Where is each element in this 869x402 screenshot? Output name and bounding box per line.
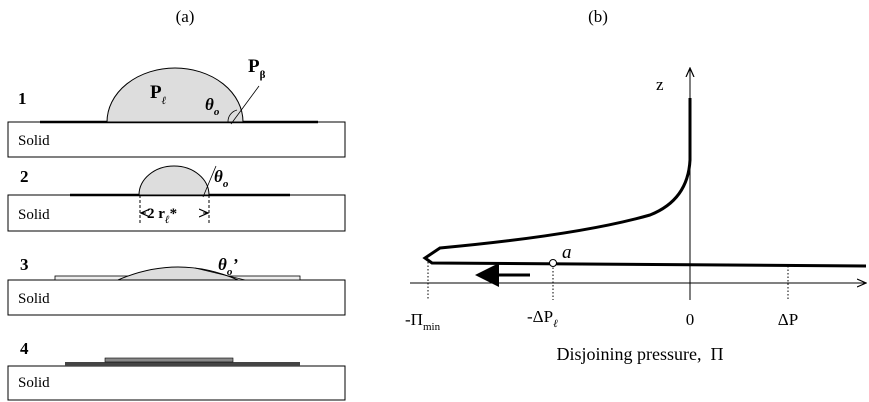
step-number: 2 [20, 167, 29, 186]
panel-title: (a) [176, 7, 195, 26]
axis-label: z [656, 75, 664, 94]
label: Pℓ [150, 82, 167, 107]
text-part: min [423, 321, 441, 333]
label: θo [214, 167, 229, 190]
x-axis-label: Disjoining pressure, Π [557, 344, 724, 364]
tick-label: -ΔPℓ [527, 307, 558, 330]
text-part: ℓ [553, 318, 558, 330]
text-part: o [214, 106, 220, 118]
tick-label: 0 [686, 310, 695, 329]
label: θo’ [218, 255, 238, 278]
text-part: -Π [405, 310, 423, 329]
solid-label: Solid [18, 291, 50, 307]
text-part: θ [205, 95, 214, 114]
solid-slab [7, 194, 346, 232]
text-part: θ [218, 255, 227, 274]
tick-label: ΔP [778, 310, 798, 329]
label: Pβ [248, 56, 266, 81]
tangent [194, 267, 246, 281]
solid-slab [7, 279, 346, 316]
text-part: ℓ [162, 95, 167, 107]
text-part: β [260, 69, 266, 81]
solid-label: Solid [18, 375, 50, 391]
text-part: θ [214, 167, 223, 186]
film [104, 357, 234, 363]
text-part: P [150, 82, 162, 103]
solid-slab [7, 365, 346, 401]
text-part: o [223, 178, 229, 190]
solid-slab [7, 121, 346, 158]
text-part: * [170, 206, 178, 222]
panel-title: (b) [588, 7, 608, 26]
text-part: ℓ [165, 214, 170, 226]
point-label: a [562, 242, 572, 263]
text-part: -ΔP [527, 307, 553, 326]
isotherm-curve [422, 98, 867, 268]
point [549, 259, 557, 267]
film [65, 362, 300, 366]
step-number: 1 [18, 89, 27, 108]
text-part: ’ [232, 255, 238, 274]
step-number: 4 [20, 339, 29, 358]
text-part: o [227, 266, 233, 278]
tick-label: -Πmin [405, 310, 441, 333]
solid-label: Solid [18, 133, 50, 149]
step-number: 3 [20, 255, 29, 274]
tangent [230, 85, 260, 125]
label: 2 rℓ* [147, 206, 177, 226]
text-part: P [248, 56, 260, 77]
solid-label: Solid [18, 207, 50, 223]
text-part: 2 r [147, 206, 165, 222]
tangent [202, 165, 217, 198]
droplet [106, 67, 244, 123]
droplet [138, 165, 210, 196]
label: θo [205, 95, 220, 118]
angle-arc [227, 109, 238, 123]
droplet [117, 266, 239, 281]
